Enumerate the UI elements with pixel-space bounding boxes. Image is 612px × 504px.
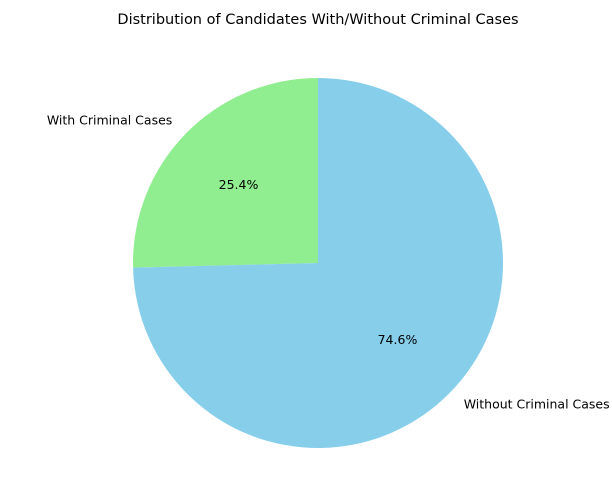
slice-percent-label-2: 74.6% <box>378 332 418 347</box>
pie-slice-2 <box>133 78 504 448</box>
chart-title: Distribution of Candidates With/Without … <box>117 12 518 28</box>
pie-labels: With Criminal Cases 25.4% Without Criminal… <box>47 112 610 411</box>
pie-slices <box>132 78 504 448</box>
slice-label-1: With Criminal Cases <box>47 112 172 127</box>
slice-percent-label-1: 25.4% <box>219 177 259 192</box>
slice-label-2: Without Criminal Cases <box>464 397 610 412</box>
pie-slice-1 <box>132 78 318 268</box>
